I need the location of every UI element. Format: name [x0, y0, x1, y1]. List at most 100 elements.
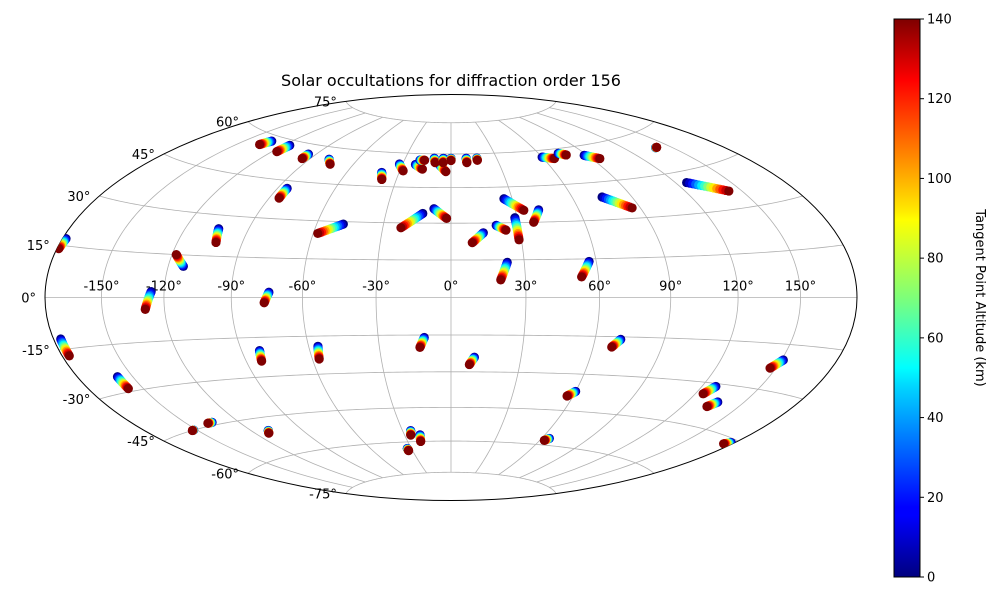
- occultation-point: [441, 167, 451, 177]
- occultation-point: [595, 153, 605, 164]
- meridian-line: [101, 107, 353, 488]
- occultation-point: [211, 237, 221, 248]
- occultation-point: [406, 430, 416, 440]
- colorbar-tick-label: 0: [927, 571, 935, 586]
- occultation-point: [765, 363, 775, 373]
- colorbar-label: Tangent Point Altitude (km): [972, 208, 987, 386]
- occultation-point: [698, 389, 708, 399]
- longitude-tick-label: -90°: [217, 280, 245, 295]
- occultation-point: [313, 228, 323, 239]
- occultation-point: [438, 158, 448, 168]
- occultation-point: [561, 150, 571, 160]
- colorbar: 0 20 40 60 80 100 120 140 Tangent Point Altitud…: [893, 13, 987, 586]
- occultation-point: [264, 428, 274, 438]
- occultation-point: [420, 155, 430, 165]
- occultation-point: [396, 223, 406, 233]
- occultation-point: [417, 164, 428, 174]
- occultation-point: [171, 249, 181, 260]
- occultation-point: [467, 238, 477, 248]
- occultation-point: [462, 158, 472, 168]
- meridian-line: [498, 119, 601, 476]
- longitude-tick-label: -150°: [83, 280, 119, 295]
- meridian-line: [230, 116, 383, 479]
- occultation-point: [187, 425, 197, 436]
- colorbar-tick-label: 20: [927, 491, 944, 506]
- latitude-tick-label: -15°: [22, 344, 50, 359]
- colorbar-ticks: 0 20 40 60 80 100 120 140: [920, 13, 952, 586]
- occultation-point: [514, 235, 524, 245]
- occultation-point: [501, 225, 511, 235]
- longitude-tick-label: 150°: [785, 280, 816, 295]
- occultation-point: [203, 418, 213, 428]
- colorbar-tick-label: 40: [927, 411, 944, 426]
- chart-title: Solar occultations for diffraction order…: [281, 71, 621, 90]
- meridian-line: [375, 121, 427, 474]
- longitude-tick-label: 90°: [659, 280, 682, 295]
- colorbar-tick-label: 80: [927, 252, 944, 267]
- occultation-point: [403, 446, 414, 456]
- occultation-point: [607, 342, 617, 352]
- occultation-point: [259, 298, 269, 308]
- occultation-point: [464, 359, 474, 370]
- occultation-point: [274, 193, 284, 203]
- occultation-point: [577, 272, 587, 282]
- latitude-tick-label: 30°: [67, 190, 90, 205]
- latitude-tick-label: 75°: [314, 95, 337, 110]
- occultation-point: [562, 391, 572, 401]
- latitude-tick-label: 0°: [21, 292, 36, 307]
- colorbar-gradient: [893, 18, 921, 578]
- occultation-point: [123, 384, 133, 394]
- meridian-line: [301, 119, 404, 476]
- occultation-point: [441, 213, 452, 223]
- occultation-point: [297, 153, 307, 164]
- occultation-point: [652, 142, 662, 152]
- latitude-tick-label: -60°: [211, 467, 239, 482]
- longitude-tick-label: -30°: [362, 280, 390, 295]
- occultation-point: [140, 304, 150, 314]
- occultation-point: [627, 203, 637, 213]
- latitude-tick-label: -75°: [309, 488, 337, 503]
- longitude-tick-label: 120°: [722, 280, 753, 295]
- meridian-line: [536, 112, 739, 483]
- longitude-tick-label: 60°: [588, 280, 611, 295]
- occultation-point: [472, 155, 482, 165]
- latitude-tick-label: -30°: [63, 393, 91, 408]
- occultation-point: [430, 158, 440, 168]
- globe-boundary: [44, 94, 858, 501]
- occultation-point: [496, 275, 506, 285]
- occultation-point: [398, 166, 408, 176]
- latitude-tick-label: -45°: [127, 435, 155, 450]
- occultation-point: [272, 147, 282, 157]
- occultation-point: [54, 244, 64, 254]
- occultation-point: [415, 342, 425, 353]
- occultation-point: [702, 401, 712, 412]
- longitude-tick-label: 30°: [514, 280, 537, 295]
- meridian-line: [549, 107, 801, 488]
- colorbar-tick-label: 120: [927, 92, 952, 107]
- occultation-points: [54, 136, 788, 456]
- occultation-point: [377, 174, 387, 185]
- latitude-tick-label: 45°: [132, 148, 155, 163]
- occultation-point: [529, 217, 539, 227]
- occultation-point: [446, 155, 456, 166]
- longitude-tick-label: -60°: [289, 280, 317, 295]
- colorbar-tick-label: 140: [927, 13, 952, 28]
- graticule-grid: [45, 101, 857, 494]
- occultation-point: [539, 435, 549, 445]
- occultation-point: [416, 436, 426, 447]
- latitude-tick-labels: -75° -60° -45° -30° -15° 0° 15° 30° 45° 60° 75°: [21, 95, 337, 502]
- occultation-point: [64, 351, 74, 361]
- latitude-tick-label: 60°: [216, 116, 239, 131]
- occultation-point: [257, 356, 267, 366]
- occultation-point: [254, 139, 265, 150]
- occultation-point: [719, 439, 729, 449]
- longitude-tick-label: 0°: [444, 280, 459, 295]
- colorbar-tick-label: 60: [927, 331, 944, 346]
- occultation-point: [314, 354, 324, 364]
- longitude-tick-labels: -150° -120° -90° -60° -30° 0° 30° 60° 90° 120° 150…: [83, 280, 816, 295]
- latitude-tick-label: 15°: [27, 239, 50, 254]
- occultation-point: [519, 205, 529, 215]
- colorbar-tick-label: 100: [927, 172, 952, 187]
- occultation-point: [724, 186, 734, 196]
